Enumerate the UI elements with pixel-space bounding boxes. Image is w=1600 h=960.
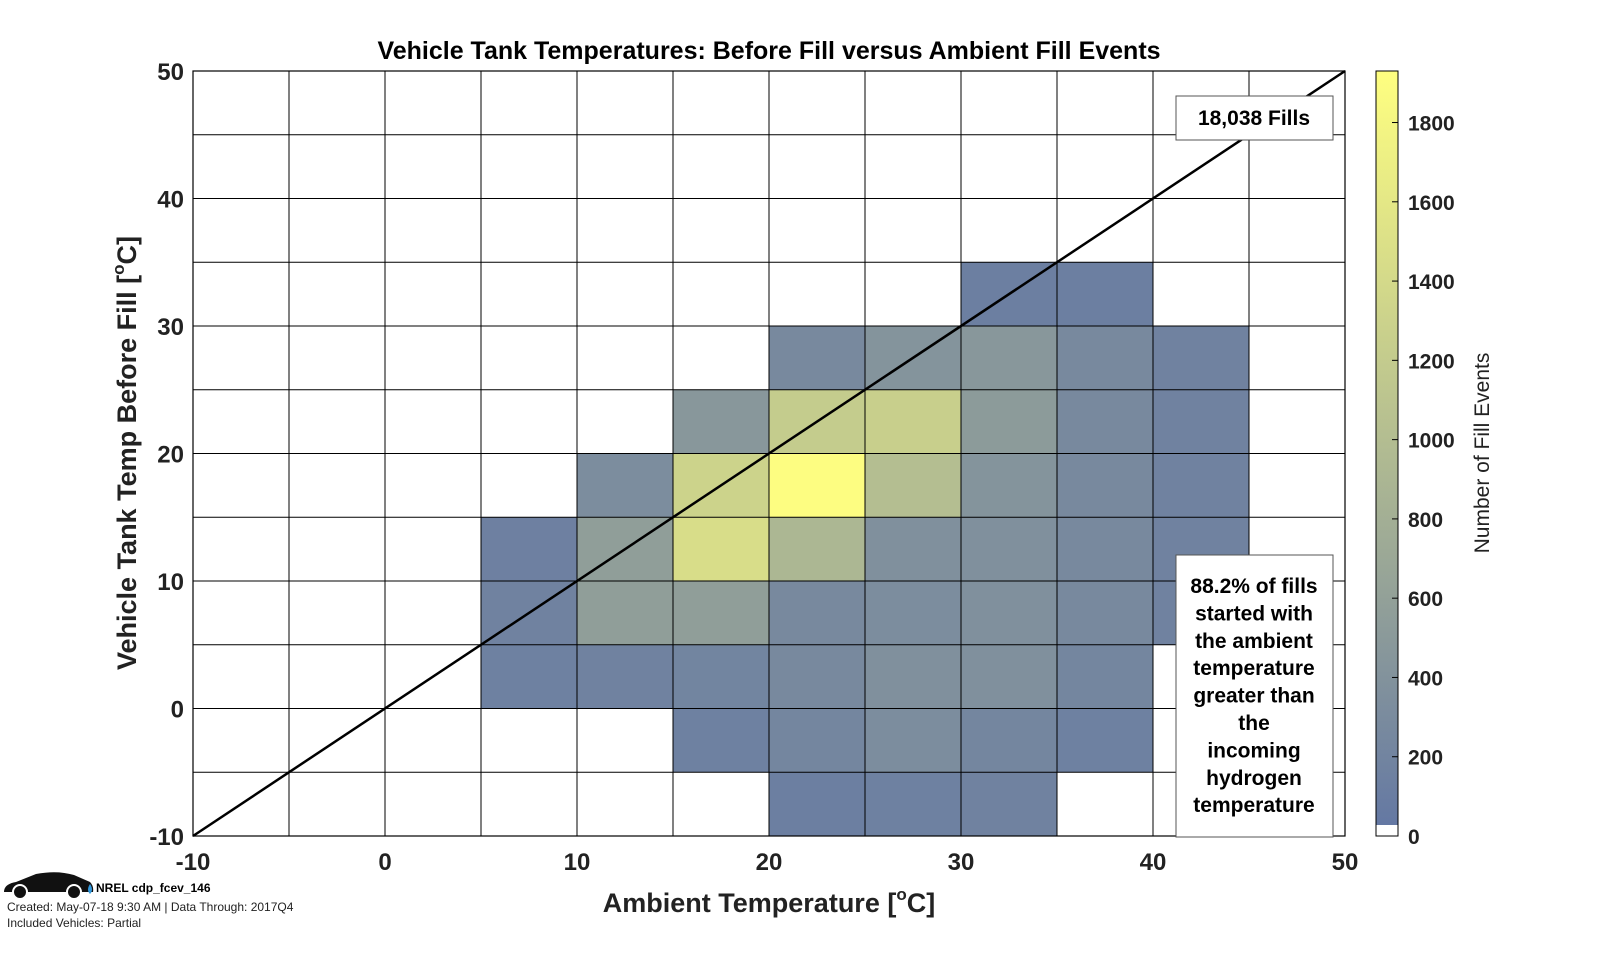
note-line: the ambient (1195, 630, 1313, 653)
heatmap-cell (769, 772, 865, 836)
heatmap-cell (961, 517, 1057, 581)
heatmap-cell (1057, 517, 1153, 581)
y-tick-label: 30 (157, 314, 184, 341)
heatmap-cell (961, 453, 1057, 518)
chart-title: Vehicle Tank Temperatures: Before Fill v… (377, 37, 1160, 65)
heatmap-cell (1057, 581, 1153, 645)
y-tick-label: -10 (149, 824, 184, 851)
colorbar-tick-label: 0 (1408, 826, 1420, 849)
heatmap-cell (1057, 453, 1153, 518)
x-tick-label: 0 (378, 849, 391, 876)
note-line: temperature (1193, 794, 1314, 817)
y-tick-label: 50 (157, 59, 184, 86)
note-line: 88.2% of fills (1190, 575, 1317, 598)
colorbar-tick-label: 1600 (1408, 192, 1455, 215)
heatmap-cell (769, 644, 865, 709)
colorbar-label: Number of Fill Events (1471, 353, 1494, 554)
svg-text:Ambient Temperature [oC]: Ambient Temperature [oC] (603, 885, 935, 918)
heatmap-cell (961, 644, 1057, 709)
heatmap-cell (481, 517, 577, 581)
note-line: hydrogen (1206, 767, 1302, 790)
note-line: the (1238, 712, 1270, 735)
x-tick-label: 50 (1332, 849, 1359, 876)
colorbar-tick-label: 1800 (1408, 113, 1455, 136)
colorbar-tick-label: 1200 (1408, 350, 1455, 373)
colorbar-tick-label: 200 (1408, 747, 1443, 770)
heatmap-cell (673, 708, 769, 773)
heatmap-cell (961, 708, 1057, 773)
x-tick-label: 30 (948, 849, 975, 876)
heatmap-cell (673, 644, 769, 709)
colorbar-tick-label: 600 (1408, 588, 1443, 611)
heatmap-cell (577, 581, 673, 645)
colorbar-tick-label: 1000 (1408, 430, 1455, 453)
heatmap-cell (961, 581, 1057, 645)
colorbar-tick-label: 1400 (1408, 271, 1455, 294)
heatmap-cell (769, 517, 865, 581)
heatmap-cell (769, 453, 865, 518)
y-tick-label: 40 (157, 187, 184, 214)
car-logo-icon (4, 872, 94, 900)
heatmap-cell (961, 389, 1057, 454)
y-tick-label: 10 (157, 569, 184, 596)
reference-line-y-equals-x (192, 69, 1346, 838)
y-tick-label: 0 (171, 697, 184, 724)
note-line: started with (1195, 602, 1313, 625)
note-line: temperature (1193, 657, 1314, 680)
footer-created: Created: May-07-18 9:30 AM | Data Throug… (7, 900, 294, 914)
heatmap-cell (481, 644, 577, 709)
heatmap-cell (769, 708, 865, 773)
heatmap-cell (865, 453, 961, 518)
heatmap-cell (673, 517, 769, 581)
y-axis-label: Vehicle Tank Temp Before Fill [oC] (109, 236, 142, 670)
heatmap-cell (1153, 389, 1249, 454)
footer-vehicles: Included Vehicles: Partial (7, 916, 142, 930)
x-tick-label: 40 (1140, 849, 1167, 876)
heatmap-cell (577, 644, 673, 709)
heatmap-cell (865, 772, 961, 836)
heatmap-cell (1057, 708, 1153, 773)
heatmap-cell (1153, 326, 1249, 390)
heatmap-cell (865, 708, 961, 773)
heatmap-cell (1057, 262, 1153, 326)
heatmap-cell (865, 517, 961, 581)
heatmap-cell (673, 389, 769, 454)
heatmap-cell (577, 453, 673, 518)
heatmap-cell (961, 772, 1057, 836)
heatmap-cell (1057, 326, 1153, 390)
percentage-note-box: 88.2% of fills started with the ambient tem… (1175, 554, 1334, 838)
colorbar-tick-label: 400 (1408, 667, 1443, 690)
x-tick-label: 20 (756, 849, 783, 876)
y-tick-label: 20 (157, 442, 184, 469)
colorbar: 0 200 400 600 800 1000 1200 1400 1600 1800 Number… (1375, 70, 1494, 849)
heatmap-cell (865, 644, 961, 709)
svg-text:18,038 Fills: 18,038 Fills (1198, 107, 1310, 130)
heatmap-cell (865, 581, 961, 645)
x-tick-label: 10 (564, 849, 591, 876)
heatmap-cell (769, 326, 865, 390)
heatmap-cell (1057, 389, 1153, 454)
x-axis-label: Ambient Temperature [oC] (603, 885, 935, 918)
note-line: greater than (1193, 685, 1314, 708)
heatmap-cell (1153, 453, 1249, 518)
heatmap-cell (673, 581, 769, 645)
footer-source: NREL cdp_fcev_146 (96, 881, 211, 895)
heatmap-cell (1057, 644, 1153, 709)
note-line: incoming (1207, 739, 1300, 762)
svg-text:Vehicle Tank Temp Before Fill: Vehicle Tank Temp Before Fill [oC] (109, 236, 142, 670)
heatmap-cell (865, 389, 961, 454)
colorbar-tick-label: 800 (1408, 509, 1443, 532)
heatmap-cell (961, 326, 1057, 390)
plot-area-border (192, 70, 1346, 837)
x-tick-label: -10 (176, 849, 211, 876)
total-fills-box: 18,038 Fills (1175, 95, 1334, 141)
heatmap-cell (769, 581, 865, 645)
